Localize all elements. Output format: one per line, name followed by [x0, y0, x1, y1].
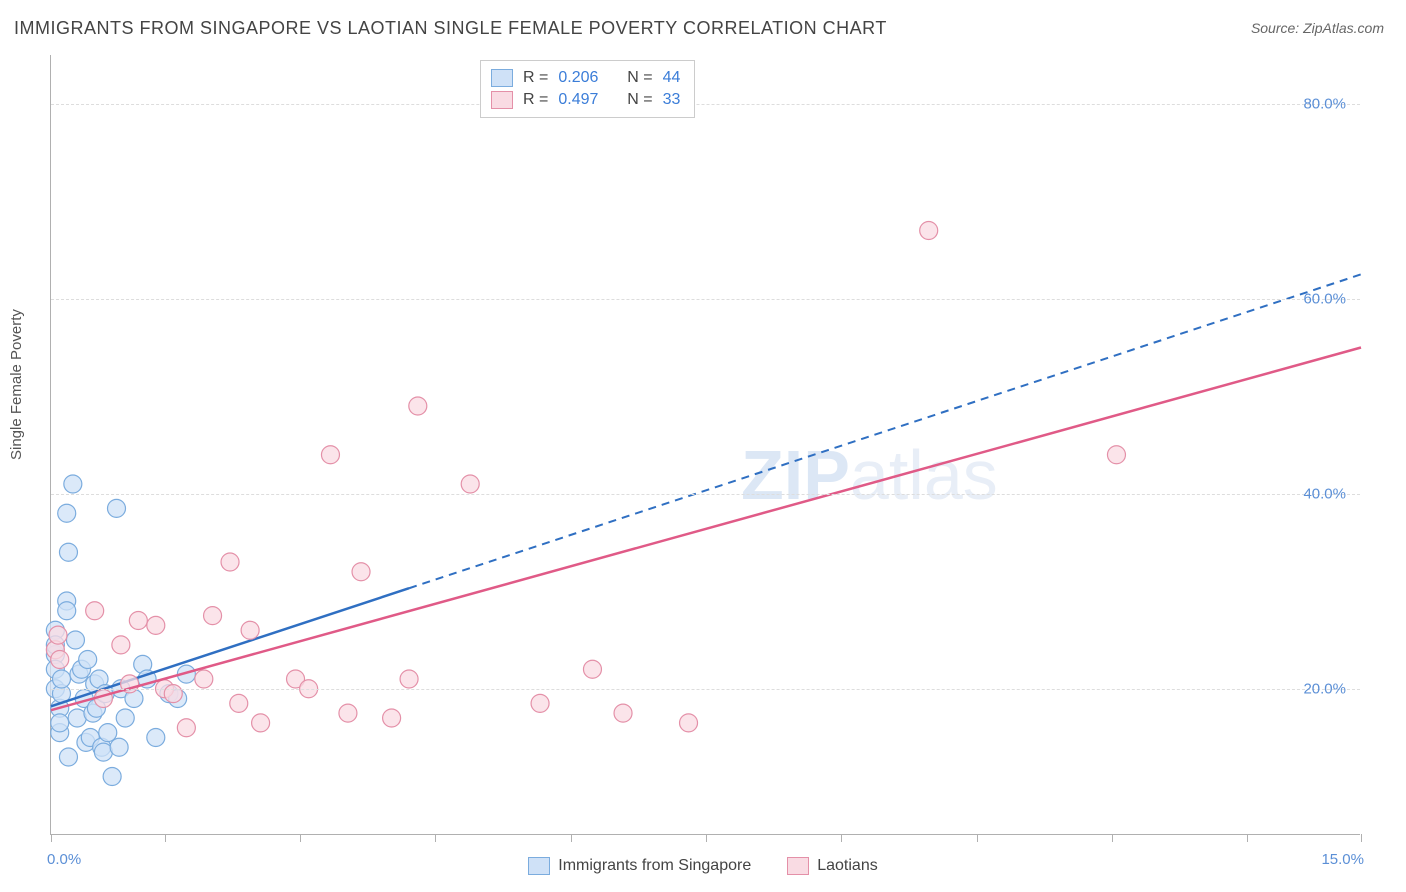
scatter-point: [195, 670, 213, 688]
legend-item: Immigrants from Singapore: [528, 857, 751, 875]
x-tick: [1247, 834, 1248, 842]
legend-swatch: [491, 91, 513, 109]
scatter-point: [204, 607, 222, 625]
scatter-point: [409, 397, 427, 415]
scatter-point: [321, 446, 339, 464]
stat-n-label: N =: [627, 91, 652, 109]
scatter-point: [110, 738, 128, 756]
scatter-point: [252, 714, 270, 732]
stats-row: R = 0.206 N = 44: [491, 67, 680, 89]
plot-area: ZIPatlas 20.0%40.0%60.0%80.0%0.0%15.0%: [50, 55, 1360, 835]
scatter-point: [531, 694, 549, 712]
legend-item: Laotians: [787, 857, 878, 875]
scatter-point: [383, 709, 401, 727]
scatter-point: [147, 616, 165, 634]
x-tick: [977, 834, 978, 842]
scatter-point: [49, 626, 67, 644]
gridline: [51, 104, 1360, 105]
scatter-point: [103, 768, 121, 786]
legend-swatch: [491, 69, 513, 87]
scatter-point: [583, 660, 601, 678]
scatter-point: [147, 729, 165, 747]
scatter-point: [52, 670, 70, 688]
scatter-point: [59, 543, 77, 561]
x-tick: [51, 834, 52, 842]
scatter-point: [164, 685, 182, 703]
y-tick-label: 20.0%: [1303, 680, 1346, 697]
stats-legend: R = 0.206 N = 44 R = 0.497 N = 33: [480, 60, 695, 118]
scatter-point: [51, 714, 69, 732]
scatter-point: [79, 651, 97, 669]
gridline: [51, 689, 1360, 690]
stat-r-label: R =: [523, 69, 548, 87]
gridline: [51, 494, 1360, 495]
scatter-point: [614, 704, 632, 722]
scatter-point: [66, 631, 84, 649]
x-tick: [571, 834, 572, 842]
scatter-point: [920, 222, 938, 240]
stat-r-value: 0.497: [558, 91, 598, 109]
x-tick: [435, 834, 436, 842]
y-axis-label: Single Female Poverty: [8, 309, 25, 460]
y-tick-label: 40.0%: [1303, 485, 1346, 502]
scatter-point: [177, 719, 195, 737]
scatter-point: [400, 670, 418, 688]
x-tick: [1361, 834, 1362, 842]
scatter-point: [51, 651, 69, 669]
gridline: [51, 299, 1360, 300]
x-tick: [1112, 834, 1113, 842]
scatter-point: [461, 475, 479, 493]
stat-r-value: 0.206: [558, 69, 598, 87]
stat-n-value: 44: [663, 69, 681, 87]
chart-title: IMMIGRANTS FROM SINGAPORE VS LAOTIAN SIN…: [14, 18, 887, 39]
legend-swatch: [787, 857, 809, 875]
stat-n-value: 33: [663, 91, 681, 109]
scatter-point: [241, 621, 259, 639]
scatter-point: [339, 704, 357, 722]
stats-row: R = 0.497 N = 33: [491, 89, 680, 111]
x-tick: [706, 834, 707, 842]
legend-label: Laotians: [817, 857, 878, 875]
y-tick-label: 80.0%: [1303, 95, 1346, 112]
scatter-point: [1107, 446, 1125, 464]
legend-label: Immigrants from Singapore: [558, 857, 751, 875]
regression-line-dashed: [409, 274, 1361, 588]
stat-r-label: R =: [523, 91, 548, 109]
scatter-point: [352, 563, 370, 581]
scatter-point: [230, 694, 248, 712]
series-legend: Immigrants from Singapore Laotians: [0, 857, 1406, 880]
y-tick-label: 60.0%: [1303, 290, 1346, 307]
scatter-point: [112, 636, 130, 654]
scatter-point: [58, 602, 76, 620]
x-tick: [165, 834, 166, 842]
scatter-point: [116, 709, 134, 727]
scatter-point: [86, 602, 104, 620]
x-tick: [300, 834, 301, 842]
scatter-point: [59, 748, 77, 766]
scatter-point: [58, 504, 76, 522]
stat-n-label: N =: [627, 69, 652, 87]
regression-line: [51, 348, 1361, 711]
scatter-point: [221, 553, 239, 571]
x-tick: [841, 834, 842, 842]
legend-swatch: [528, 857, 550, 875]
scatter-point: [108, 499, 126, 517]
source-label: Source: ZipAtlas.com: [1251, 20, 1384, 36]
scatter-point: [99, 724, 117, 742]
scatter-point: [129, 612, 147, 630]
chart-svg: [51, 55, 1360, 834]
scatter-point: [64, 475, 82, 493]
scatter-point: [680, 714, 698, 732]
